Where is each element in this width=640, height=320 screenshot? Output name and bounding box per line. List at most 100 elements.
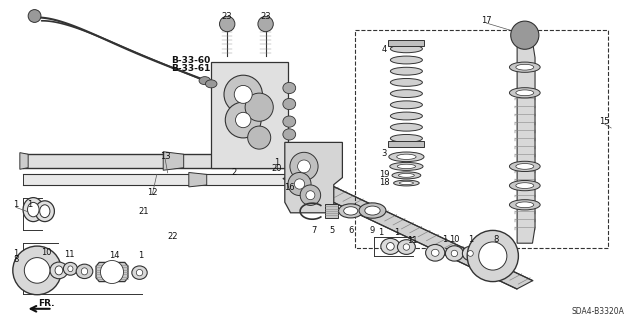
Ellipse shape	[283, 83, 296, 94]
Ellipse shape	[390, 163, 423, 171]
Ellipse shape	[76, 264, 93, 278]
Text: 1: 1	[468, 235, 473, 244]
Polygon shape	[163, 152, 184, 170]
Circle shape	[290, 152, 318, 180]
Polygon shape	[96, 262, 128, 282]
Text: 1: 1	[442, 235, 447, 244]
Ellipse shape	[516, 64, 534, 70]
Circle shape	[288, 172, 311, 196]
Circle shape	[13, 246, 61, 295]
Ellipse shape	[445, 246, 463, 261]
Circle shape	[234, 85, 252, 103]
Text: 18: 18	[379, 178, 389, 187]
Circle shape	[258, 16, 273, 32]
Text: 1: 1	[13, 200, 19, 209]
Ellipse shape	[390, 101, 422, 109]
Circle shape	[298, 160, 310, 173]
Ellipse shape	[28, 203, 39, 217]
Ellipse shape	[23, 198, 44, 222]
Circle shape	[100, 260, 124, 284]
Text: 17: 17	[481, 16, 492, 25]
Text: 3: 3	[381, 149, 387, 158]
Circle shape	[306, 191, 315, 200]
Text: 4: 4	[381, 45, 387, 54]
Text: 7: 7	[311, 226, 316, 235]
Ellipse shape	[40, 205, 50, 218]
Circle shape	[28, 10, 41, 22]
Circle shape	[467, 230, 518, 282]
Ellipse shape	[397, 154, 416, 159]
Circle shape	[236, 112, 251, 128]
Ellipse shape	[509, 200, 540, 210]
Text: 1: 1	[138, 252, 143, 260]
Text: 11: 11	[64, 250, 74, 259]
Text: 10: 10	[449, 235, 460, 244]
Text: B-33-60: B-33-60	[171, 56, 211, 65]
Text: 6: 6	[348, 226, 353, 235]
Ellipse shape	[431, 249, 439, 256]
Bar	[388, 141, 424, 147]
Text: 8: 8	[13, 255, 19, 264]
Circle shape	[479, 242, 507, 270]
Text: 8: 8	[493, 235, 499, 244]
Ellipse shape	[516, 164, 534, 169]
Ellipse shape	[388, 152, 424, 162]
Text: 1: 1	[394, 228, 399, 237]
Ellipse shape	[81, 268, 88, 275]
Text: 23: 23	[222, 12, 232, 20]
Circle shape	[294, 179, 305, 189]
Ellipse shape	[399, 173, 414, 177]
Text: 1: 1	[274, 158, 279, 167]
Circle shape	[220, 16, 235, 32]
Ellipse shape	[365, 206, 380, 215]
Ellipse shape	[390, 90, 422, 98]
Text: 5: 5	[329, 226, 334, 235]
Ellipse shape	[516, 90, 534, 96]
Ellipse shape	[390, 134, 422, 142]
Ellipse shape	[397, 164, 415, 169]
Ellipse shape	[390, 123, 422, 131]
Text: 14: 14	[109, 251, 119, 260]
Bar	[355, 30, 608, 248]
Text: SDA4-B3320A: SDA4-B3320A	[571, 308, 624, 316]
Ellipse shape	[205, 80, 217, 88]
Text: 1: 1	[378, 228, 383, 237]
Bar	[211, 62, 288, 168]
Text: 16: 16	[284, 183, 294, 192]
Text: 9: 9	[370, 226, 375, 235]
Ellipse shape	[390, 67, 422, 75]
Ellipse shape	[283, 99, 296, 110]
Ellipse shape	[390, 112, 422, 120]
Ellipse shape	[462, 246, 479, 260]
Ellipse shape	[35, 201, 54, 222]
Circle shape	[245, 93, 273, 121]
Text: 1: 1	[28, 200, 33, 209]
Ellipse shape	[63, 262, 77, 275]
Ellipse shape	[509, 88, 540, 98]
Circle shape	[300, 185, 321, 205]
Text: 10: 10	[41, 248, 51, 257]
Text: 15: 15	[600, 117, 610, 126]
Ellipse shape	[390, 78, 422, 86]
Text: 19: 19	[379, 170, 389, 179]
Text: B-33-61: B-33-61	[171, 64, 211, 73]
Circle shape	[248, 126, 271, 149]
Ellipse shape	[387, 243, 394, 250]
Ellipse shape	[509, 180, 540, 191]
Ellipse shape	[403, 244, 410, 250]
Ellipse shape	[426, 244, 445, 261]
Ellipse shape	[339, 204, 363, 218]
Ellipse shape	[390, 56, 422, 64]
Circle shape	[225, 102, 261, 138]
Ellipse shape	[283, 129, 296, 140]
Ellipse shape	[399, 181, 413, 185]
Ellipse shape	[199, 77, 211, 85]
Ellipse shape	[516, 202, 534, 208]
Ellipse shape	[55, 266, 63, 275]
Ellipse shape	[392, 172, 421, 179]
Ellipse shape	[397, 240, 415, 254]
Text: 22: 22	[168, 232, 178, 241]
Polygon shape	[20, 153, 28, 169]
Ellipse shape	[283, 116, 296, 127]
Ellipse shape	[390, 45, 422, 53]
